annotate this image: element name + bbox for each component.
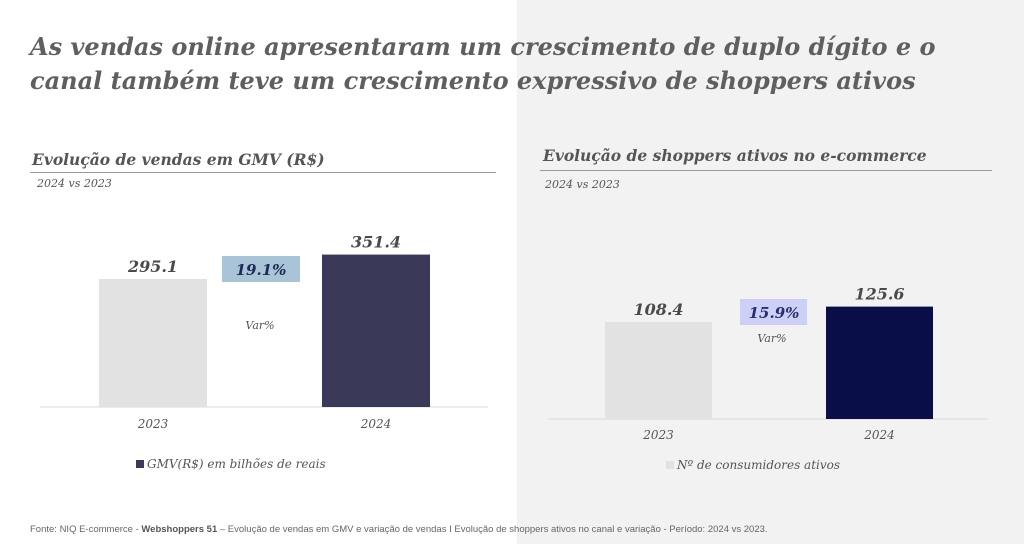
shoppers-variation-value: 15.9%	[749, 304, 800, 322]
shoppers-bar-2024	[826, 306, 933, 419]
gmv-chart: 295.1 351.4 2023 2024 19.1% Var% GMV(R$)…	[40, 233, 488, 471]
gmv-chart-title: Evolução de vendas em GMV (R$)	[32, 150, 325, 169]
source-footnote: Fonte: NIQ E-commerce - Webshoppers 51 –…	[30, 524, 768, 535]
shoppers-category-2024: 2024	[863, 428, 895, 442]
shoppers-category-2023: 2023	[642, 428, 674, 442]
gmv-legend-swatch	[136, 460, 144, 468]
gmv-bar-2023	[99, 279, 207, 407]
gmv-chart-subtitle: 2024 vs 2023	[37, 177, 112, 190]
shoppers-legend-label: Nº de consumidores ativos	[676, 458, 840, 472]
shoppers-chart-subtitle: 2024 vs 2023	[545, 178, 620, 191]
page-title: As vendas online apresentaram um crescim…	[30, 32, 936, 95]
right-panel-background	[517, 0, 1024, 544]
shoppers-title-rule	[540, 170, 992, 171]
shoppers-variation-box	[740, 299, 807, 325]
footer-prefix: Fonte: NIQ E-commerce -	[30, 524, 142, 535]
gmv-bar-2024	[322, 254, 430, 407]
footer-bold: Webshoppers 51	[141, 524, 218, 535]
shoppers-value-label-2023: 108.4	[633, 300, 683, 319]
gmv-value-label-2023: 295.1	[127, 257, 178, 276]
shoppers-bar-2023	[605, 322, 712, 419]
gmv-category-2024: 2024	[360, 417, 392, 431]
gmv-category-2023: 2023	[137, 417, 169, 431]
shoppers-chart-title: Evolução de shoppers ativos no e-commerc…	[543, 146, 927, 165]
gmv-variation-box	[222, 256, 300, 282]
gmv-legend-label: GMV(R$) em bilhões de reais	[147, 457, 326, 471]
footer-rest: – Evolução de vendas em GMV e variação d…	[217, 524, 768, 535]
shoppers-value-label-2024: 125.6	[854, 285, 904, 304]
shoppers-chart: 108.4 125.6 2023 2024 15.9% Var% Nº de c…	[548, 285, 988, 472]
gmv-value-label-2024: 351.4	[351, 233, 401, 252]
shoppers-variation-label: Var%	[757, 332, 786, 345]
gmv-variation-value: 19.1%	[236, 261, 287, 279]
shoppers-legend-swatch	[666, 461, 674, 469]
gmv-variation-label: Var%	[245, 319, 274, 332]
gmv-title-rule	[30, 172, 496, 173]
